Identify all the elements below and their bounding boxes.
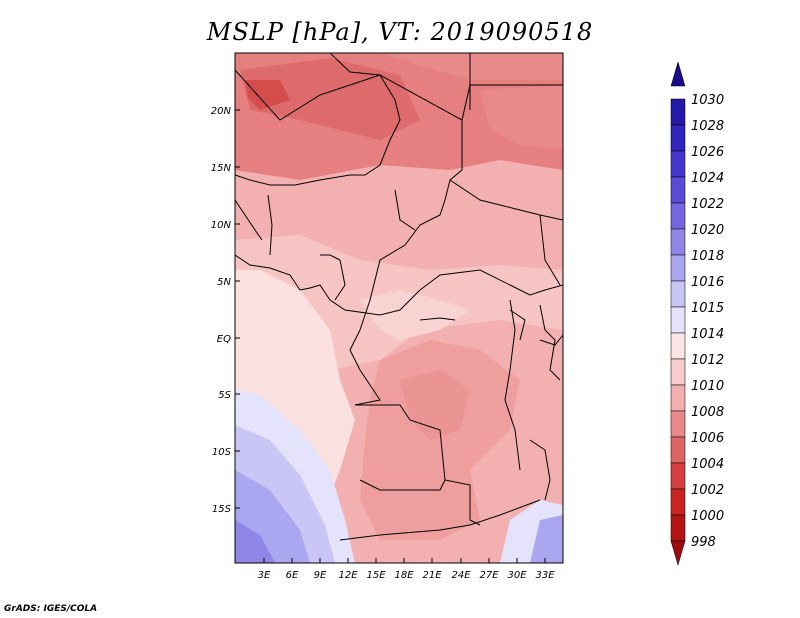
field-1020-southwest <box>235 520 275 563</box>
colorbar-swatch <box>670 332 686 360</box>
colorbar-label: 1026 <box>691 145 724 160</box>
colorbar-swatch <box>670 384 686 412</box>
colorbar-swatch <box>670 176 686 204</box>
field-1002-north <box>245 80 290 110</box>
colorbar-swatch <box>670 540 686 566</box>
colorbar-label: 1020 <box>691 223 724 238</box>
colorbar-swatch <box>670 436 686 464</box>
colorbar-label: 998 <box>691 535 716 550</box>
lon-label: 33E <box>535 570 555 581</box>
map-frame <box>234 52 564 564</box>
lat-label: 15N <box>211 163 232 174</box>
colorbar-swatch <box>670 61 686 87</box>
colorbar-swatch <box>670 254 686 282</box>
colorbar-label: 1030 <box>691 93 724 108</box>
lon-label: 24E <box>451 570 471 581</box>
colorbar-swatch <box>670 202 686 230</box>
field-1006-east <box>480 85 563 150</box>
lat-axis: 20N 15N 10N 5N EQ 5S 10S 15S <box>211 106 240 515</box>
colorbar-swatch <box>670 514 686 542</box>
colorbar-swatch <box>670 488 686 516</box>
lat-label: 15S <box>212 504 232 515</box>
lon-label: 27E <box>479 570 499 581</box>
colorbar-label: 1008 <box>691 405 724 420</box>
colorbar-swatch <box>670 280 686 308</box>
colorbar-swatch <box>670 228 686 256</box>
lon-label: 3E <box>258 570 271 581</box>
lon-label: 30E <box>507 570 527 581</box>
colorbar-swatch <box>670 306 686 334</box>
colorbar: 1030 1028 1026 1024 1022 1020 1018 1016 1015 1014… <box>670 61 724 566</box>
lon-label: 15E <box>366 570 386 581</box>
colorbar-label: 1014 <box>691 327 724 342</box>
lat-label: 10S <box>212 447 232 458</box>
lon-label: 9E <box>314 570 327 581</box>
lat-label: 20N <box>211 106 232 117</box>
colorbar-label: 1022 <box>691 197 724 212</box>
colorbar-label: 1015 <box>691 301 724 316</box>
lon-axis: 3E 6E 9E 12E 15E 18E 21E 24E 27E 30E 33E <box>258 558 555 581</box>
lon-label: 21E <box>422 570 442 581</box>
colorbar-label: 1004 <box>691 457 724 472</box>
colorbar-label: 1028 <box>691 119 724 134</box>
field-1018-southeast <box>530 515 563 563</box>
boundaries <box>235 53 563 541</box>
colorbar-swatch <box>670 462 686 490</box>
lat-label: 10N <box>211 220 232 231</box>
colorbar-label: 1010 <box>691 379 724 394</box>
colorbar-swatch <box>670 150 686 178</box>
pressure-field <box>235 53 563 563</box>
colorbar-label: 1012 <box>691 353 724 368</box>
colorbar-label: 1018 <box>691 249 724 264</box>
lon-label: 18E <box>394 570 414 581</box>
colorbar-label: 1006 <box>691 431 724 446</box>
lon-label: 12E <box>338 570 358 581</box>
colorbar-swatch <box>670 98 686 126</box>
colorbar-label: 1002 <box>691 483 724 498</box>
colorbar-label: 1000 <box>691 509 724 524</box>
field-1004-north <box>240 58 420 140</box>
lat-label: 5S <box>218 390 231 401</box>
colorbar-label: 1016 <box>691 275 724 290</box>
colorbar-swatch <box>670 410 686 438</box>
colorbar-label: 1024 <box>691 171 724 186</box>
lon-label: 6E <box>286 570 299 581</box>
lat-label: 5N <box>217 277 231 288</box>
chart-title: MSLP [hPa], VT: 2019090518 <box>206 18 594 46</box>
lat-label: EQ <box>217 334 231 345</box>
colorbar-swatch <box>670 124 686 152</box>
grads-credit: GrADS: IGES/COLA <box>4 604 98 614</box>
field-1012-congo <box>360 290 470 340</box>
colorbar-swatch <box>670 358 686 386</box>
